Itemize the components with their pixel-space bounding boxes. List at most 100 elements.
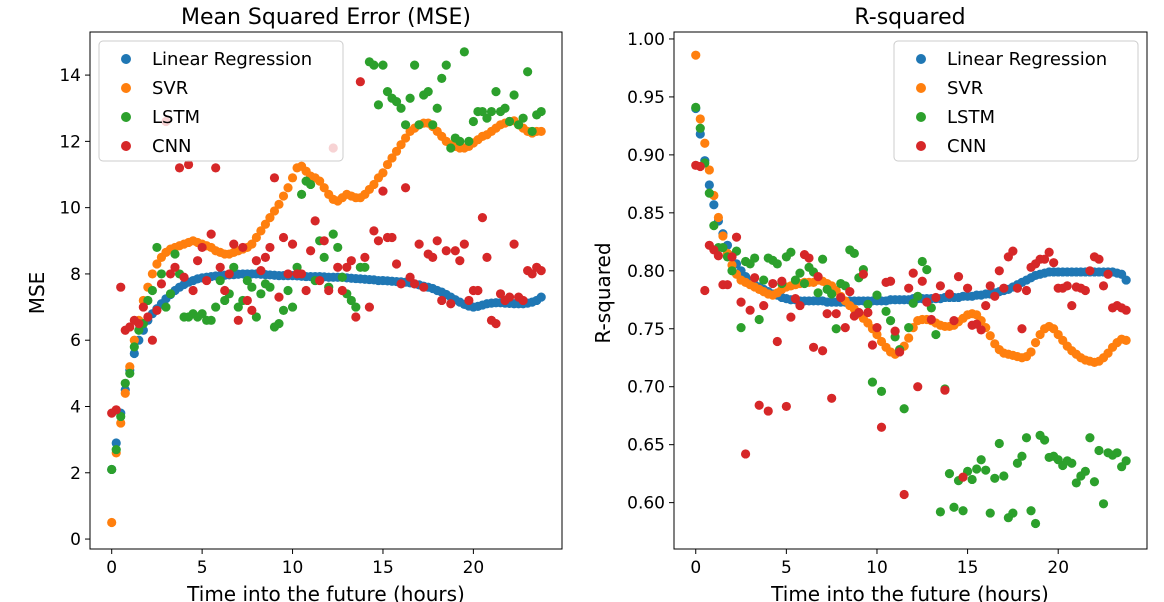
mse-point — [428, 252, 438, 262]
r2-point — [1071, 478, 1081, 488]
mse-point — [360, 252, 370, 262]
mse-point — [247, 305, 257, 315]
mse-point — [242, 275, 252, 286]
r2-point — [926, 314, 936, 325]
mse-point — [396, 103, 406, 113]
r2-point — [994, 266, 1004, 276]
r2-point — [994, 438, 1004, 449]
r2-point — [845, 287, 855, 297]
r2-point — [704, 188, 714, 198]
mse-plot-area: 0 5 10 15 20 0 2 4 6 8 10 12 14 — [59, 31, 563, 578]
mse-point — [504, 116, 515, 127]
r2-point — [899, 489, 909, 500]
mse-point — [446, 143, 456, 153]
mse-point — [206, 229, 216, 239]
mse-point — [138, 302, 148, 312]
mse-point — [355, 77, 365, 87]
mse-point — [337, 285, 347, 296]
mse-point — [274, 319, 284, 329]
mse-point — [509, 90, 519, 100]
mse-point — [378, 186, 388, 196]
mse-point — [120, 388, 130, 398]
r2-point — [935, 507, 946, 517]
mse-point — [220, 295, 230, 306]
mse-point — [147, 269, 157, 279]
mse-point — [387, 232, 397, 243]
r2-xtick-label: 20 — [1047, 558, 1069, 578]
r2-point — [1121, 456, 1131, 466]
mse-point — [351, 302, 361, 312]
mse-point — [152, 259, 162, 269]
r2-series-cnn — [691, 160, 1131, 500]
r2-point — [722, 280, 733, 290]
mse-legend-label: CNN — [152, 136, 192, 157]
mse-point — [310, 216, 320, 226]
r2-point — [695, 161, 705, 172]
r2-ylabel: R-squared — [591, 242, 615, 343]
mse-point — [197, 242, 207, 253]
mse-point — [107, 464, 117, 475]
mse-point — [315, 176, 325, 186]
r2-point — [890, 326, 900, 336]
mse-point — [306, 246, 316, 256]
mse-point — [432, 236, 442, 246]
r2-xtick-label: 10 — [866, 558, 888, 578]
r2-point — [1067, 300, 1077, 311]
mse-point — [247, 282, 257, 292]
mse-point — [391, 97, 402, 107]
mse-point — [287, 302, 298, 312]
mse-point — [315, 275, 325, 286]
r2-point — [1085, 433, 1095, 443]
r2-legend-box — [893, 40, 1139, 162]
mse-point — [125, 362, 135, 372]
mse-legend-box — [98, 40, 344, 162]
mse-point — [111, 438, 121, 448]
r2-point — [967, 474, 977, 485]
mse-legend-marker — [121, 112, 131, 122]
r2-point — [913, 382, 923, 392]
r2-point — [917, 256, 927, 267]
r2-point — [813, 271, 823, 282]
mse-point — [518, 113, 528, 123]
mse-point — [346, 295, 356, 306]
mse-point — [536, 106, 546, 117]
mse-point — [224, 269, 234, 279]
r2-point — [1044, 247, 1054, 257]
mse-point — [269, 206, 280, 216]
mse-point — [116, 418, 126, 428]
mse-ytick-label: 10 — [59, 199, 81, 219]
mse-point — [400, 133, 411, 143]
r2-point — [709, 220, 719, 231]
mse-point — [319, 236, 329, 246]
r2-point — [944, 469, 955, 479]
mse-series-cnn — [107, 77, 546, 418]
mse-point — [265, 242, 275, 253]
mse-point — [260, 219, 271, 229]
mse-point — [536, 266, 546, 276]
r2-point — [1040, 435, 1050, 445]
r2-point — [1094, 445, 1104, 456]
r2-point — [872, 322, 882, 333]
mse-point — [446, 299, 456, 309]
mse-xlabel: Time into the future (hours) — [186, 582, 465, 602]
r2-point — [1017, 324, 1027, 334]
r2-point — [790, 294, 801, 304]
r2-point — [777, 276, 787, 286]
r2-point — [695, 114, 705, 124]
mse-point — [419, 282, 429, 292]
mse-point — [306, 179, 316, 190]
r2-point — [1008, 246, 1018, 256]
r2-point — [1017, 451, 1027, 461]
r2-point — [958, 506, 968, 516]
r2-legend-marker — [916, 54, 926, 64]
r2-point — [904, 283, 914, 293]
r2-xtick-label: 0 — [690, 558, 701, 578]
r2-point — [840, 322, 850, 333]
mse-point — [179, 272, 189, 282]
r2-point — [836, 292, 846, 303]
mse-legend: Linear Regression SVR LSTM CNN — [98, 40, 344, 162]
r2-point — [700, 285, 710, 296]
mse-point — [152, 305, 162, 315]
r2-point — [1021, 285, 1032, 296]
mse-point — [432, 103, 442, 113]
